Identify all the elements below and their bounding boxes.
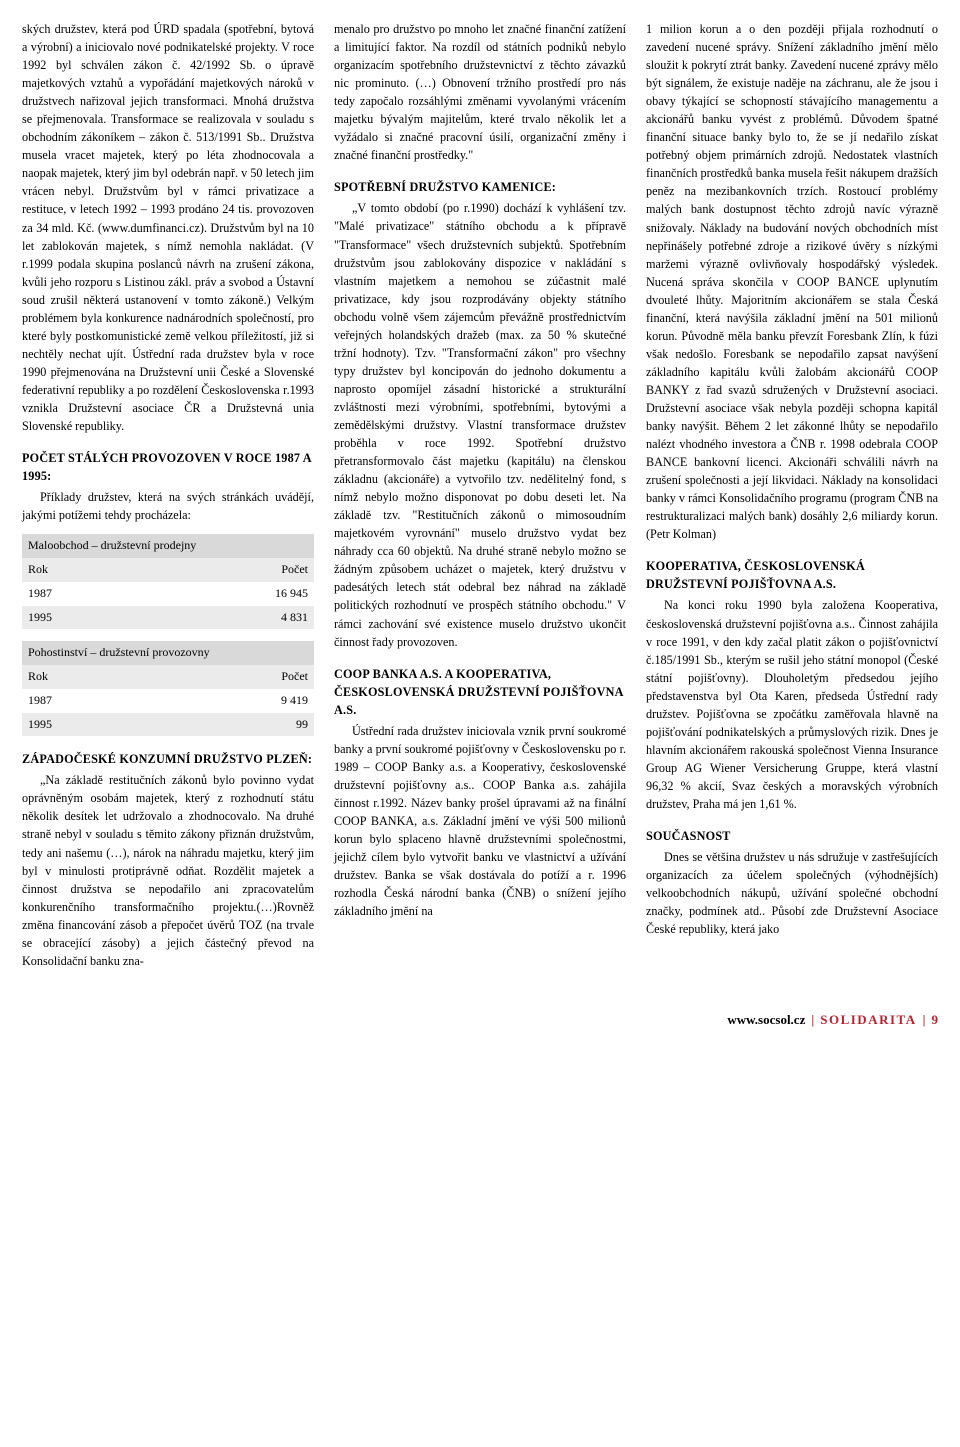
table-cell: 16 945	[152, 582, 314, 606]
table-cell: Rok	[22, 558, 152, 582]
text-columns: ských družstev, která pod ÚRD spadala (s…	[22, 20, 938, 970]
section-heading: SPOTŘEBNÍ DRUŽSTVO KAMENICE:	[334, 178, 626, 196]
table-cell: 1987	[22, 689, 162, 713]
table-cell: 1995	[22, 606, 152, 630]
page-content: ských družstev, která pod ÚRD spadala (s…	[0, 0, 960, 980]
table-cell: Počet	[162, 665, 314, 689]
table-header: Pohostinství – družstevní provozovny	[22, 641, 314, 665]
column-1: ských družstev, která pod ÚRD spadala (s…	[22, 20, 314, 970]
table-cell: 99	[162, 713, 314, 737]
table-cell: Rok	[22, 665, 162, 689]
body-text: 1 milion korun a o den později přijala r…	[646, 20, 938, 543]
body-text: ských družstev, která pod ÚRD spadala (s…	[22, 20, 314, 435]
table-pohostinstvi: Pohostinství – družstevní provozovny Rok…	[22, 641, 314, 736]
body-text: menalo pro družstvo po mnoho let značné …	[334, 20, 626, 164]
section-heading: POČET STÁLÝCH PROVOZOVEN V ROCE 1987 A 1…	[22, 449, 314, 485]
table-cell: 1987	[22, 582, 152, 606]
footer-page-number: 9	[932, 1010, 939, 1029]
footer-brand: SOLIDARITA	[820, 1010, 916, 1029]
column-2: menalo pro družstvo po mnoho let značné …	[334, 20, 626, 970]
column-3: 1 milion korun a o den později přijala r…	[646, 20, 938, 970]
body-text: „Na základě restitučních zákonů bylo pov…	[22, 771, 314, 970]
section-heading: SOUČASNOST	[646, 827, 938, 845]
section-heading: KOOPERATIVA, ČESKOSLOVENSKÁ DRUŽSTEVNÍ P…	[646, 557, 938, 593]
table-cell: 1995	[22, 713, 162, 737]
table-cell: 9 419	[162, 689, 314, 713]
footer-separator: |	[923, 1010, 926, 1029]
table-cell: 4 831	[152, 606, 314, 630]
page-footer: www.socsol.cz | SOLIDARITA | 9	[0, 980, 960, 1043]
body-text: Na konci roku 1990 byla založena Koopera…	[646, 596, 938, 813]
body-text: „V tomto období (po r.1990) dochází k vy…	[334, 199, 626, 650]
body-text: Dnes se většina družstev u nás sdružuje …	[646, 848, 938, 938]
section-heading: COOP BANKA A.S. A KOOPERATIVA, ČESKOSLOV…	[334, 665, 626, 719]
body-text: Ústřední rada družstev iniciovala vznik …	[334, 722, 626, 921]
footer-site: www.socsol.cz	[727, 1010, 805, 1029]
table-header: Maloobchod – družstevní prodejny	[22, 534, 314, 558]
footer-separator: |	[811, 1010, 814, 1029]
section-heading: ZÁPADOČESKÉ KONZUMNÍ DRUŽSTVO PLZEŇ:	[22, 750, 314, 768]
table-maloobchod: Maloobchod – družstevní prodejny Rok Poč…	[22, 534, 314, 629]
body-text: Příklady družstev, která na svých stránk…	[22, 488, 314, 524]
table-cell: Počet	[152, 558, 314, 582]
